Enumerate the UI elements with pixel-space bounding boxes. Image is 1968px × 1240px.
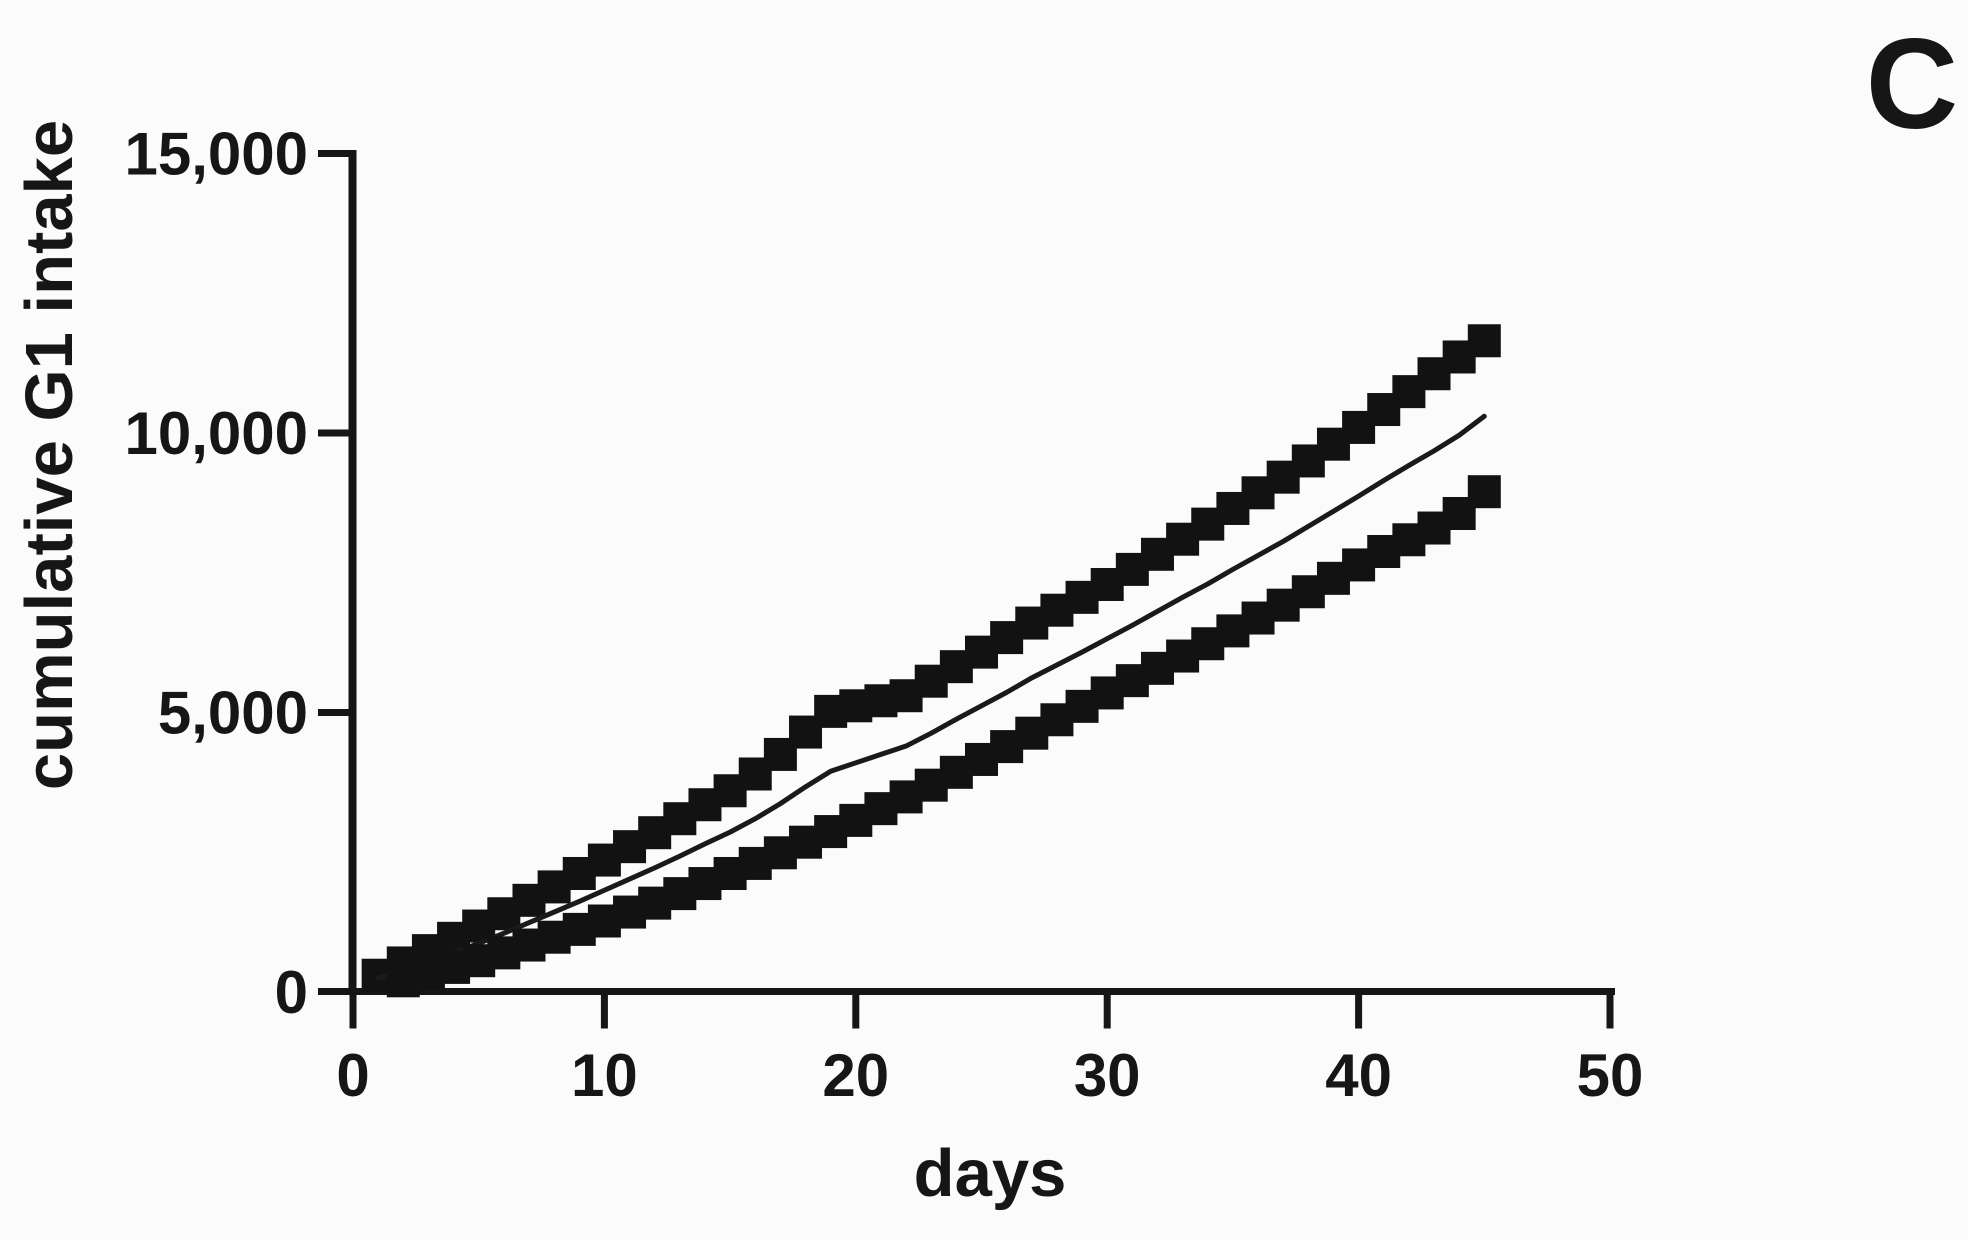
x-axis-tick-labels: 0 10 20 30 40 50 xyxy=(336,1042,1643,1109)
data-series-layer xyxy=(361,324,1501,998)
y-tick-label: 15,000 xyxy=(124,121,308,188)
upper-squares-markers xyxy=(361,324,1501,992)
y-tick-label: 0 xyxy=(275,959,308,1026)
x-axis-title: days xyxy=(914,1136,1067,1211)
x-tick-label: 10 xyxy=(571,1042,638,1109)
x-tick-label: 30 xyxy=(1074,1042,1141,1109)
y-axis-ticks xyxy=(318,150,352,716)
panel-letter: C xyxy=(1866,13,1958,156)
lower-squares-markers xyxy=(386,475,1501,998)
x-tick-label: 50 xyxy=(1577,1042,1644,1109)
square-marker xyxy=(1467,324,1501,358)
center-line xyxy=(375,413,1487,981)
square-marker xyxy=(1467,475,1501,509)
y-tick-label: 10,000 xyxy=(124,400,308,467)
y-axis-title: cumulative G1 intake xyxy=(12,120,87,790)
x-tick-label: 40 xyxy=(1325,1042,1392,1109)
y-tick-label: 5,000 xyxy=(158,680,308,747)
x-tick-label: 20 xyxy=(822,1042,889,1109)
y-axis-tick-labels: 0 5,000 10,000 15,000 xyxy=(124,121,308,1027)
x-tick-label: 0 xyxy=(336,1042,369,1109)
x-axis-ticks xyxy=(349,991,1614,1029)
